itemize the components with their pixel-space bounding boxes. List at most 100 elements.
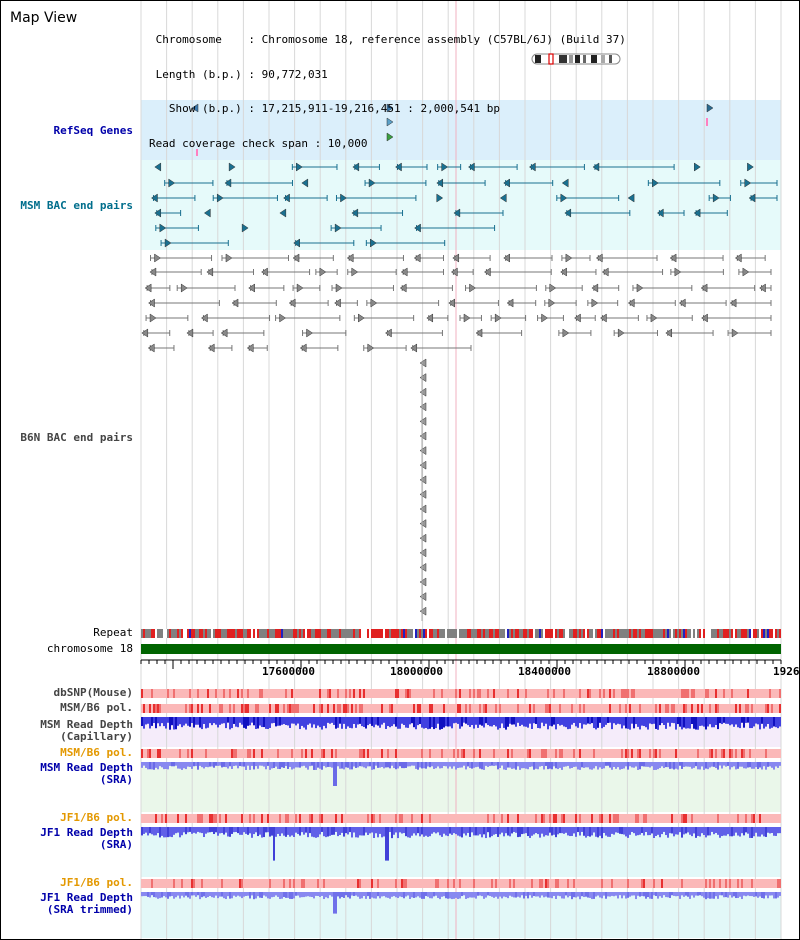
pol-band bbox=[641, 704, 643, 713]
depth-bar bbox=[491, 827, 493, 837]
repeat-bar bbox=[203, 629, 205, 638]
pol-band bbox=[193, 749, 195, 758]
pol-band bbox=[161, 749, 163, 758]
depth-bar bbox=[699, 827, 701, 837]
pol-band bbox=[759, 749, 761, 758]
label-jf1-depth-trimmed[interactable]: JF1 Read Depth (SRA trimmed) bbox=[40, 892, 133, 916]
pol-band bbox=[601, 879, 603, 888]
pol-band bbox=[221, 879, 223, 888]
label-jf1-b6-pol[interactable]: JF1/B6 pol. bbox=[60, 811, 133, 824]
pol-band bbox=[643, 689, 645, 698]
depth-bar bbox=[365, 762, 367, 769]
depth-bar bbox=[347, 762, 349, 768]
repeat-bar bbox=[417, 629, 419, 638]
label-jf1-b6-pol-2[interactable]: JF1/B6 pol. bbox=[60, 876, 133, 889]
pol-band bbox=[663, 689, 665, 698]
depth-bar bbox=[431, 892, 433, 899]
repeat-bar bbox=[449, 629, 451, 638]
label-repeat[interactable]: Repeat bbox=[93, 626, 133, 639]
depth-bar bbox=[421, 762, 423, 769]
pol-band bbox=[599, 704, 601, 713]
pol-band bbox=[167, 749, 169, 758]
depth-bar bbox=[627, 827, 629, 838]
depth-bar bbox=[385, 717, 387, 729]
depth-bar bbox=[401, 827, 403, 834]
pol-band bbox=[493, 879, 495, 888]
label-msm-depth-capillary[interactable]: MSM Read Depth (Capillary) bbox=[40, 719, 133, 743]
pol-band bbox=[147, 749, 149, 758]
repeat-bar bbox=[689, 629, 691, 638]
label-msm-depth-sra[interactable]: MSM Read Depth (SRA) bbox=[40, 762, 133, 786]
label-refseq-genes[interactable]: RefSeq Genes bbox=[53, 124, 133, 137]
repeat-bar bbox=[175, 629, 177, 638]
depth-bar bbox=[707, 827, 709, 836]
pol-band bbox=[443, 749, 445, 758]
pol-band bbox=[239, 689, 241, 698]
label-dbsnp[interactable]: dbSNP(Mouse) bbox=[53, 686, 133, 699]
depth-bar bbox=[307, 717, 309, 725]
depth-bar bbox=[361, 892, 363, 899]
pol-band bbox=[371, 879, 373, 888]
pol-band bbox=[165, 689, 167, 698]
pol-band bbox=[385, 704, 387, 713]
pol-band bbox=[319, 814, 321, 823]
depth-bar bbox=[295, 827, 297, 833]
depth-bar bbox=[609, 717, 611, 723]
pol-band bbox=[673, 749, 675, 758]
pol-band bbox=[315, 749, 317, 758]
label-msm-b6-pol-2[interactable]: MSM/B6 pol. bbox=[60, 746, 133, 759]
depth-bar bbox=[721, 827, 723, 837]
label-b6n-bac-end-pairs[interactable]: B6N BAC end pairs bbox=[20, 431, 133, 444]
pol-band bbox=[637, 879, 639, 888]
pol-band bbox=[199, 814, 201, 823]
pol-band bbox=[665, 749, 667, 758]
repeat-bar bbox=[221, 629, 223, 638]
depth-bar bbox=[653, 717, 655, 724]
depth-bar bbox=[675, 717, 677, 730]
depth-bar bbox=[573, 892, 575, 898]
pol-band bbox=[649, 689, 651, 698]
pol-band bbox=[243, 689, 245, 698]
label-jf1-depth-sra[interactable]: JF1 Read Depth (SRA) bbox=[40, 827, 133, 851]
depth-bar bbox=[299, 892, 301, 898]
depth-bar bbox=[647, 762, 649, 767]
depth-bar bbox=[469, 892, 471, 898]
pol-band bbox=[233, 689, 235, 698]
depth-bar bbox=[677, 892, 679, 897]
depth-bar bbox=[475, 892, 477, 899]
depth-bar bbox=[257, 762, 259, 769]
pol-band bbox=[153, 749, 155, 758]
depth-bar bbox=[345, 717, 347, 729]
depth-bar bbox=[569, 827, 571, 837]
chromosome-ideogram[interactable] bbox=[531, 53, 621, 65]
pol-band bbox=[179, 814, 181, 823]
depth-bar bbox=[389, 762, 391, 769]
pol-band bbox=[433, 704, 435, 713]
pol-band bbox=[513, 749, 515, 758]
depth-bar bbox=[397, 717, 399, 729]
pol-band bbox=[543, 879, 545, 888]
pol-band bbox=[455, 704, 457, 713]
depth-bar bbox=[747, 827, 749, 834]
pol-band bbox=[691, 704, 693, 713]
pol-band bbox=[289, 814, 291, 823]
depth-bar bbox=[699, 717, 701, 726]
pol-band bbox=[429, 814, 431, 823]
depth-bar bbox=[507, 827, 509, 836]
depth-bar bbox=[637, 827, 639, 836]
depth-bar bbox=[451, 827, 453, 835]
depth-bar bbox=[565, 827, 567, 833]
label-msm-bac-end-pairs[interactable]: MSM BAC end pairs bbox=[20, 199, 133, 212]
msm-bac-end bbox=[203, 208, 211, 218]
label-msm-b6-pol[interactable]: MSM/B6 pol. bbox=[60, 701, 133, 714]
pol-band bbox=[353, 704, 355, 713]
pol-band bbox=[655, 749, 657, 758]
pol-band bbox=[409, 749, 411, 758]
label-chromosome[interactable]: chromosome 18 bbox=[46, 642, 133, 655]
pol-band bbox=[203, 814, 205, 823]
depth-bar bbox=[481, 762, 483, 770]
pol-band bbox=[625, 749, 627, 758]
pol-band bbox=[375, 879, 377, 888]
repeat-bar bbox=[517, 629, 519, 638]
